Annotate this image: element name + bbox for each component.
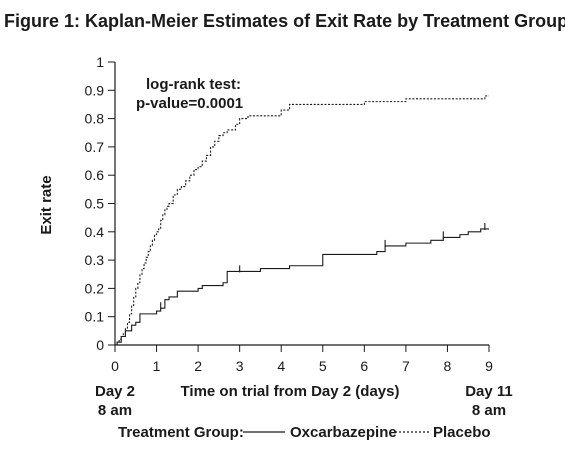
x-tick-label: 1 <box>153 358 161 374</box>
y-tick-label: 0 <box>96 337 104 353</box>
x-tick-label: 5 <box>319 358 327 374</box>
annotation-line-2: p-value=0.0001 <box>136 95 243 112</box>
x-axis-ticks: 0 1 2 3 4 5 6 7 8 9 <box>111 345 493 374</box>
y-tick-label: 0.2 <box>85 280 105 296</box>
y-tick-label: 0.1 <box>85 309 105 325</box>
series-line-oxcarbazepine <box>115 228 489 346</box>
x-end-label-line-1: Day 11 <box>465 383 513 400</box>
y-tick-label: 0.5 <box>85 196 105 212</box>
annotation-line-1: log-rank test: <box>146 76 241 93</box>
chart-title: Figure 1: Kaplan-Meier Estimates of Exit… <box>4 11 565 31</box>
x-end-label-line-2: 8 am <box>472 402 506 419</box>
y-tick-label: 0.3 <box>85 252 105 268</box>
y-tick-label: 0.6 <box>85 167 105 183</box>
series-layer <box>115 95 489 346</box>
legend-label-oxcarbazepine: Oxcarbazepine <box>290 424 397 441</box>
y-tick-label: 0.4 <box>85 224 105 240</box>
legend: Treatment Group: Oxcarbazepine Placebo <box>118 424 491 441</box>
x-axis-label: Time on trial from Day 2 (days) <box>181 383 400 400</box>
y-tick-label: 0.9 <box>85 82 105 98</box>
x-tick-label: 6 <box>360 358 368 374</box>
legend-label-placebo: Placebo <box>433 424 491 441</box>
x-tick-label: 9 <box>485 358 493 374</box>
legend-title: Treatment Group: <box>118 424 244 441</box>
y-tick-label: 1 <box>96 54 104 70</box>
series-line-placebo <box>115 95 489 346</box>
x-tick-label: 0 <box>111 358 119 374</box>
x-tick-label: 2 <box>194 358 202 374</box>
x-tick-label: 7 <box>402 358 410 374</box>
y-axis-ticks: 0 0.1 0.2 0.3 0.4 0.5 0.6 0.7 0.8 0.9 1 <box>85 54 115 353</box>
x-tick-label: 8 <box>444 358 452 374</box>
x-tick-label: 4 <box>277 358 285 374</box>
x-start-label-line-2: 8 am <box>98 402 132 419</box>
x-tick-label: 3 <box>236 358 244 374</box>
y-tick-label: 0.7 <box>85 139 105 155</box>
y-axis-label: Exit rate <box>38 175 55 234</box>
x-start-label-line-1: Day 2 <box>95 383 135 400</box>
y-tick-label: 0.8 <box>85 111 105 127</box>
